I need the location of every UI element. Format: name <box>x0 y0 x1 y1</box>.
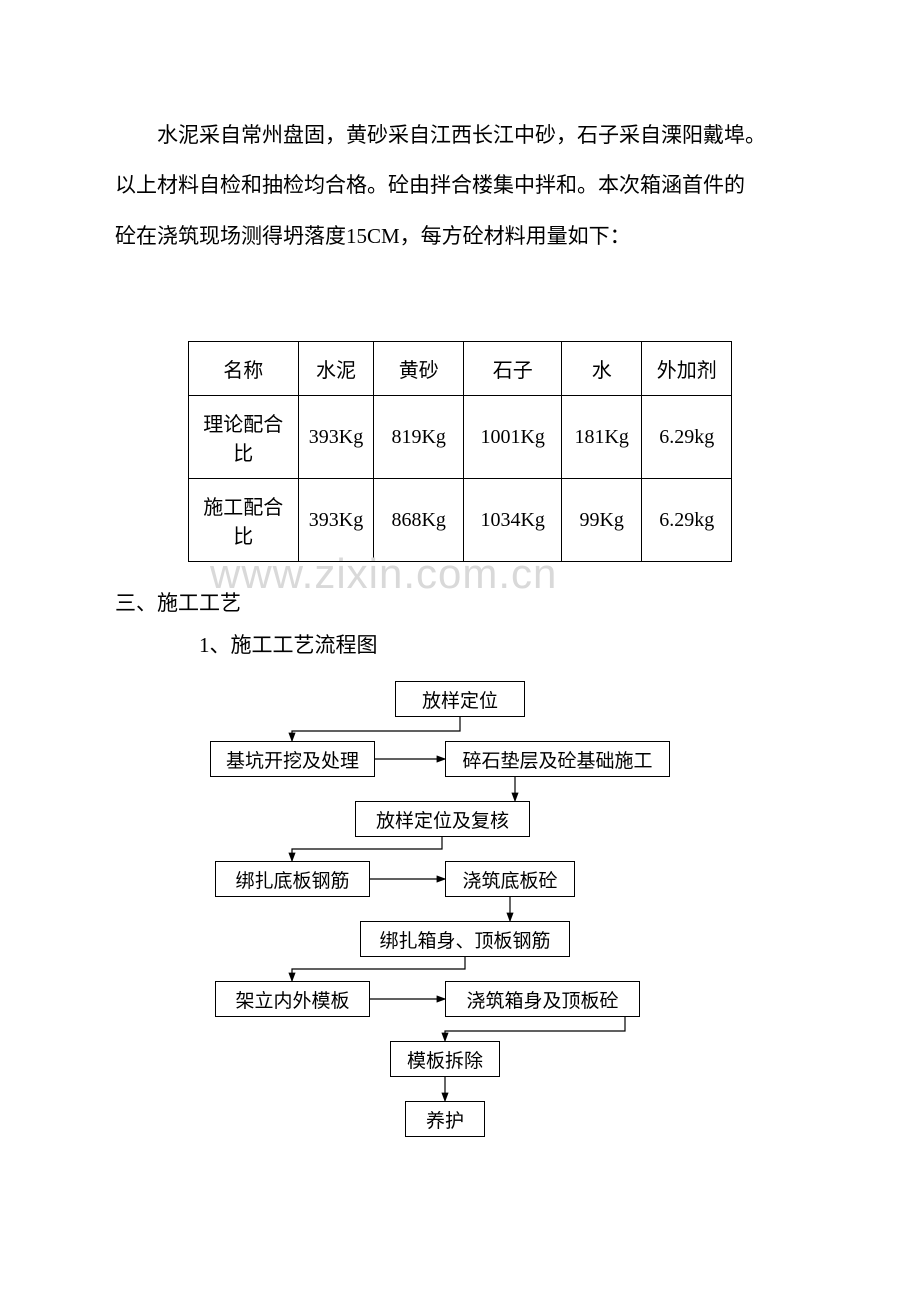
flow-node: 放样定位及复核 <box>355 801 530 837</box>
flow-node: 架立内外模板 <box>215 981 370 1017</box>
table-header-row: 名称 水泥 黄砂 石子 水 外加剂 <box>188 342 731 396</box>
table-cell: 理论配合比 <box>188 396 298 479</box>
table-cell: 6.29kg <box>642 396 732 479</box>
flow-node: 浇筑箱身及顶板砼 <box>445 981 640 1017</box>
flow-node: 浇筑底板砼 <box>445 861 575 897</box>
table-cell: 6.29kg <box>642 479 732 562</box>
flow-edge <box>292 957 465 981</box>
sub-heading: 1、施工工艺流程图 <box>115 624 805 666</box>
table-cell: 393Kg <box>298 479 373 562</box>
mix-ratio-table-wrapper: 名称 水泥 黄砂 石子 水 外加剂 理论配合比 393Kg 819Kg 1001… <box>115 341 805 562</box>
section-heading: 三、施工工艺 <box>115 582 805 624</box>
flow-node: 基坑开挖及处理 <box>210 741 375 777</box>
table-cell: 181Kg <box>562 396 642 479</box>
table-row: 施工配合比 393Kg 868Kg 1034Kg 99Kg 6.29kg <box>188 479 731 562</box>
process-flowchart: 放样定位基坑开挖及处理 碎石垫层及砼基础施工放样定位及复核绑扎底板钢筋 浇筑底板砼绑… <box>115 676 805 1156</box>
flow-edge <box>292 837 442 861</box>
table-cell: 施工配合比 <box>188 479 298 562</box>
flow-node: 养护 <box>405 1101 485 1137</box>
flow-node: 绑扎底板钢筋 <box>215 861 370 897</box>
table-header-cell: 黄砂 <box>374 342 464 396</box>
table-header-cell: 水泥 <box>298 342 373 396</box>
table-cell: 868Kg <box>374 479 464 562</box>
flow-edge <box>445 1017 625 1041</box>
table-cell: 99Kg <box>562 479 642 562</box>
flow-edge <box>292 717 460 741</box>
flow-node: 绑扎箱身、顶板钢筋 <box>360 921 570 957</box>
mix-ratio-table: 名称 水泥 黄砂 石子 水 外加剂 理论配合比 393Kg 819Kg 1001… <box>188 341 732 562</box>
flow-node: 碎石垫层及砼基础施工 <box>445 741 670 777</box>
table-cell: 819Kg <box>374 396 464 479</box>
table-cell: 393Kg <box>298 396 373 479</box>
table-header-cell: 外加剂 <box>642 342 732 396</box>
table-header-cell: 水 <box>562 342 642 396</box>
body-paragraph-1: 水泥采自常州盘固，黄砂采自江西长江中砂，石子采自溧阳戴埠。 <box>115 110 805 160</box>
table-row: 理论配合比 393Kg 819Kg 1001Kg 181Kg 6.29kg <box>188 396 731 479</box>
flow-node: 放样定位 <box>395 681 525 717</box>
body-paragraph-2: 以上材料自检和抽检均合格。砼由拌合楼集中拌和。本次箱涵首件的 <box>115 160 805 210</box>
table-cell: 1001Kg <box>464 396 562 479</box>
body-paragraph-3: 砼在浇筑现场测得坍落度15CM，每方砼材料用量如下： <box>115 211 805 261</box>
table-header-cell: 名称 <box>188 342 298 396</box>
flow-node: 模板拆除 <box>390 1041 500 1077</box>
table-header-cell: 石子 <box>464 342 562 396</box>
table-cell: 1034Kg <box>464 479 562 562</box>
